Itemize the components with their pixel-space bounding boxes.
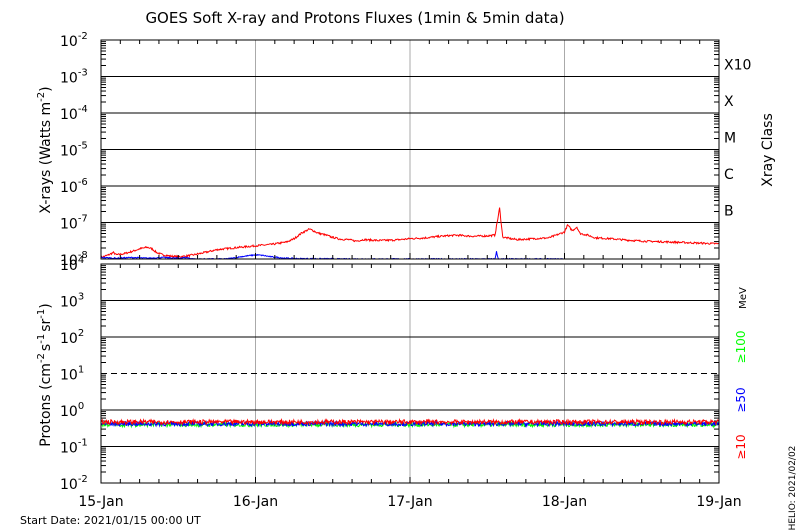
start-date: Start Date: 2021/01/15 00:00 UT <box>20 514 201 527</box>
xray-class-label: B <box>724 203 734 219</box>
proton-y-tick-label: 103 <box>60 292 84 311</box>
xray-class-label: X <box>724 94 734 110</box>
xray-y-tick-label: 10-2 <box>60 31 88 50</box>
x-axis-tick-label: 19-Jan <box>696 494 741 510</box>
proton-legend-label: ≥50 <box>734 387 748 412</box>
helio-date: HELIO: 2021/02/02 <box>788 446 798 530</box>
proton-y-tick-label: 10-1 <box>60 438 88 457</box>
xray-y-tick-label: 10-5 <box>60 141 88 160</box>
xray-y-tick-label: 10-7 <box>60 214 88 233</box>
proton-y-tick-label: 10-2 <box>60 474 88 493</box>
xray-y-tick-label: 10-6 <box>60 177 88 196</box>
x-axis-tick-label: 17-Jan <box>387 494 432 510</box>
xray-y-tick-label: 10-3 <box>60 68 88 87</box>
proton-series-line <box>100 417 720 427</box>
proton-y-tick-label: 100 <box>60 401 84 420</box>
x-axis-tick-label: 18-Jan <box>542 494 587 510</box>
x-axis-tick-label: 16-Jan <box>233 494 278 510</box>
proton-y-tick-label: 101 <box>60 365 84 384</box>
xray-class-label: X10 <box>724 57 751 73</box>
proton-y-tick-label: 104 <box>60 255 84 274</box>
proton-panel: 104 103 102 101 100 10-1 10-2 Protons (cm-2s-1… <box>36 255 749 493</box>
xray-long-channel-line <box>100 207 720 259</box>
xray-class-axis-label: Xray Class <box>760 113 776 187</box>
proton-legend-label: ≥100 <box>734 331 748 364</box>
proton-y-axis-label: Protons (cm-2s-1sr-1) <box>36 303 54 446</box>
proton-units-label: MeV <box>738 287 749 309</box>
proton-legend-label: ≥10 <box>734 434 748 459</box>
chart-title: GOES Soft X-ray and Protons Fluxes (1min… <box>145 9 564 27</box>
xray-class-label: C <box>724 167 734 183</box>
xray-class-label: M <box>724 130 736 146</box>
xray-y-tick-label: 10-4 <box>60 104 88 123</box>
xray-y-axis-label: X-rays (Watts m-2) <box>36 86 54 213</box>
x-axis-tick-label: 15-Jan <box>78 494 123 510</box>
proton-y-tick-label: 102 <box>60 328 84 347</box>
